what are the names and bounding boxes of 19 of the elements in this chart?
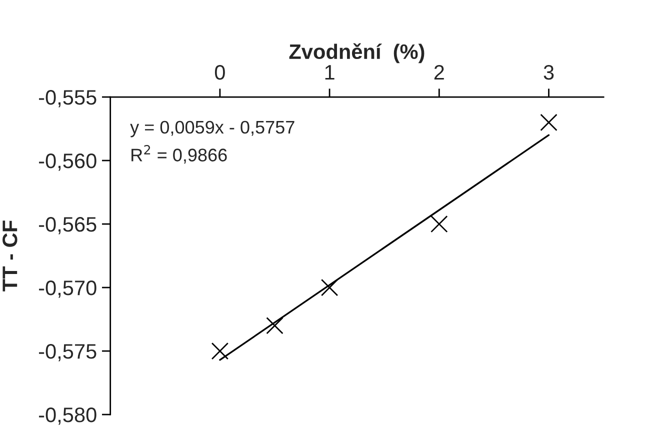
y-tick-label: -0,565 bbox=[38, 217, 96, 234]
x-tick-label: 1 bbox=[325, 65, 334, 80]
y-tick-label: -0,570 bbox=[38, 280, 96, 298]
y-tick-label: -0,560 bbox=[38, 154, 96, 171]
y-axis-title: TT - CF bbox=[2, 220, 18, 292]
point bbox=[266, 317, 284, 334]
point bbox=[320, 278, 338, 296]
y-tick-label: -0,555 bbox=[38, 90, 96, 108]
x-tick-label: 0 bbox=[214, 64, 225, 80]
point bbox=[211, 342, 229, 360]
y-tick-label: -0,580 bbox=[38, 408, 96, 425]
annotation: R$^{2}$ = 0,9866 bbox=[132, 144, 227, 164]
point bbox=[540, 114, 558, 132]
x-tick-label: 2 bbox=[434, 64, 444, 80]
x-tick-label: 3 bbox=[544, 64, 554, 80]
y-tick-label: -0,575 bbox=[38, 344, 96, 362]
annotation: y = 0,0059x - 0,5757 bbox=[130, 120, 294, 138]
point bbox=[430, 215, 448, 233]
x-axis-title: Zvodnění (%) bbox=[289, 43, 424, 64]
